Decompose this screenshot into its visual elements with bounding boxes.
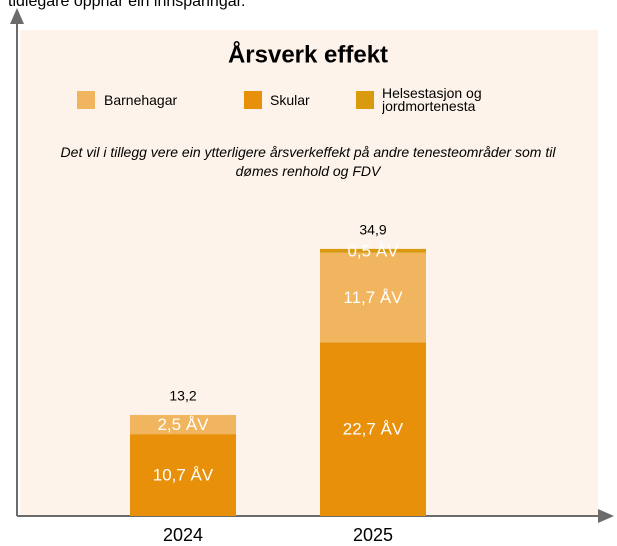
- bar-segment: [320, 342, 426, 516]
- subtitle-box: Det vil i tillegg vere ein ytterligere å…: [60, 144, 556, 179]
- legend-swatch: [356, 91, 374, 109]
- segment-label: 0,5 ÅV: [347, 241, 399, 260]
- bar-segment: [130, 414, 236, 435]
- legend-label-box: Helsestasjon og jordmortenesta: [382, 85, 482, 114]
- legend-swatch: [77, 91, 95, 109]
- segment-label: 22,7 ÅV: [343, 420, 404, 439]
- segment-label: 11,7 ÅV: [343, 288, 403, 307]
- x-tick-label: 2024: [163, 525, 203, 545]
- legend-label: Helsestasjon og jordmortenesta: [382, 85, 482, 114]
- segment-label: 10,7 ÅV: [153, 466, 214, 485]
- legend-swatch: [244, 91, 262, 109]
- segment-label: 2,5 ÅV: [157, 415, 209, 434]
- subtitle: Det vil i tillegg vere ein ytterligere å…: [60, 144, 556, 179]
- total-label: 13,2: [169, 388, 196, 404]
- legend-label: Skular: [270, 91, 310, 108]
- bar-segment: [130, 434, 236, 516]
- legend-label: Barnehagar: [104, 91, 178, 108]
- x-axis-arrow: [598, 509, 614, 523]
- legend-label-box: Barnehagar: [104, 91, 178, 108]
- x-tick-label: 2025: [353, 525, 393, 545]
- bar-segment: [320, 252, 426, 343]
- chart-title: Årsverk effekt: [228, 40, 388, 68]
- plot-background: [20, 30, 598, 516]
- bar-segment: [320, 248, 426, 253]
- header-text: tidlegare oppnår ein innsparingar.: [8, 0, 246, 10]
- total-label: 34,9: [359, 222, 386, 238]
- legend-label-box: Skular: [270, 91, 310, 108]
- y-axis-arrow: [10, 8, 24, 24]
